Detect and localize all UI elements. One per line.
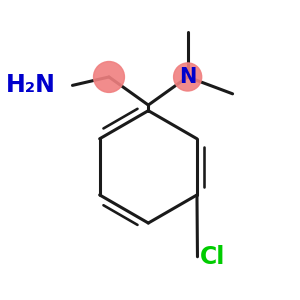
Text: H₂N: H₂N (6, 74, 56, 98)
Circle shape (174, 63, 202, 91)
Text: Cl: Cl (200, 245, 226, 269)
Text: N: N (179, 67, 196, 87)
Circle shape (94, 61, 124, 92)
